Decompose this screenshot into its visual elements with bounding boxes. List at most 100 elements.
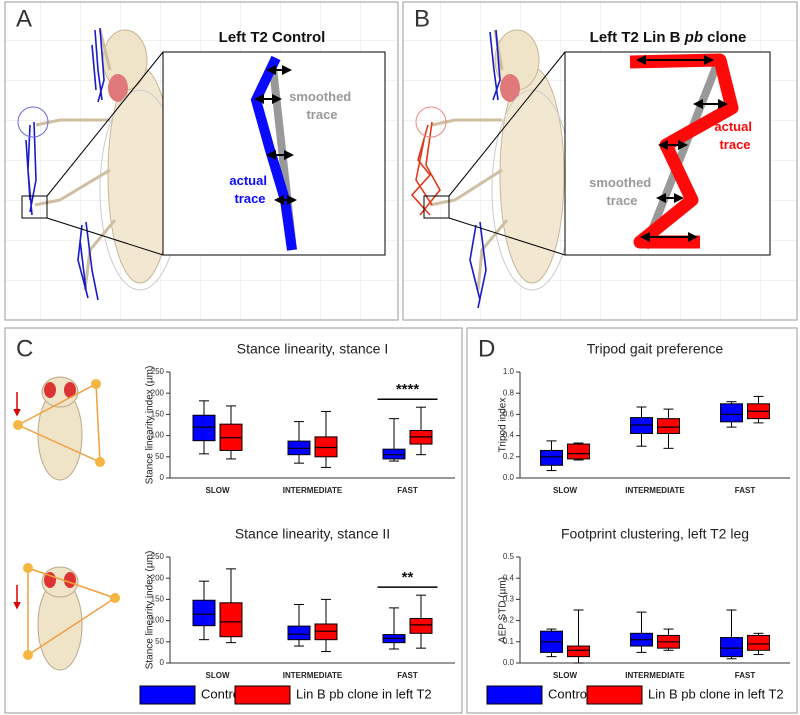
y-tick-label: 0.2 (503, 616, 515, 625)
x-tick-label: SLOW (553, 671, 577, 680)
box (720, 403, 743, 423)
box (567, 645, 590, 658)
label-line: trace (606, 193, 637, 208)
label-line: actual (229, 173, 267, 188)
inset-title: Left T2 Lin B pb clone (590, 29, 747, 46)
y-tick-label: 150 (151, 410, 165, 419)
y-tick-label: 0.5 (503, 552, 515, 561)
y-tick-label: 250 (151, 367, 165, 376)
trace (77, 221, 99, 301)
zoom-line (448, 217, 566, 256)
x-tick-label: SLOW (553, 486, 577, 495)
x-tick-label: INTERMEDIATE (283, 486, 343, 495)
y-tick-label: 0.1 (503, 637, 515, 646)
panel-label: C (16, 335, 33, 362)
box (314, 623, 338, 641)
zoom-box (423, 195, 450, 219)
label-line: actual (714, 119, 752, 134)
box (720, 637, 743, 658)
panel-a: A Left T2 Control smoothed trace actual … (4, 1, 399, 321)
box (747, 634, 770, 651)
x-tick-label: INTERMEDIATE (625, 671, 685, 680)
x-tick-label: SLOW (206, 486, 230, 495)
smoothed-trace (641, 60, 722, 250)
fly-legs (429, 29, 509, 291)
y-tick-label: 0.2 (503, 452, 515, 461)
panel-label: A (16, 5, 32, 32)
x-tick-label: INTERMEDIATE (283, 671, 343, 680)
title-part: Left T2 Lin B (590, 29, 685, 46)
legend-label: Control (201, 686, 243, 701)
x-tick-label: FAST (397, 486, 418, 495)
zoom-box (21, 195, 48, 219)
y-tick-label: 0.0 (503, 473, 515, 482)
x-tick-label: FAST (735, 671, 756, 680)
label-line: smoothed (589, 175, 651, 190)
label-line: smoothed (289, 89, 351, 104)
y-tick-label: 50 (155, 452, 164, 461)
x-tick-label: INTERMEDIATE (625, 486, 685, 495)
title-part: clone (703, 29, 746, 46)
actual-label: actual trace (714, 119, 755, 152)
inset-title: Left T2 Control (219, 29, 326, 46)
y-tick-label: 0.6 (503, 410, 515, 419)
panel-b: B Left T2 Lin B pb clone actual trace sm… (402, 1, 798, 321)
y-axis-label: Tripod index (498, 398, 509, 453)
box (287, 625, 311, 641)
box (192, 414, 216, 442)
y-tick-label: 0 (160, 473, 165, 482)
significance-label: **** (396, 381, 420, 398)
fly-icon (13, 563, 120, 671)
y-tick-label: 200 (151, 573, 165, 582)
y-tick-label: 100 (151, 431, 165, 440)
fly-icon (13, 376, 105, 481)
y-axis-label: Stance linearity index (µm) (145, 366, 156, 485)
significance-label: ** (402, 569, 414, 586)
legend-label: Lin B pb clone in left T2 (648, 686, 784, 701)
legend-swatch (139, 685, 196, 705)
y-tick-label: 0.0 (503, 658, 515, 667)
y-tick-label: 0 (160, 658, 165, 667)
y-tick-label: 150 (151, 595, 165, 604)
box (409, 617, 433, 634)
y-tick-label: 0.4 (503, 431, 515, 440)
y-axis-label: Stance linearity index (µm) (145, 551, 156, 670)
title-part: pb (684, 29, 703, 46)
panel-label: B (414, 5, 430, 32)
box (540, 449, 563, 466)
chart-title: Stance linearity, stance I (237, 341, 388, 357)
box (192, 599, 216, 627)
trace (489, 29, 501, 101)
trace (25, 121, 37, 216)
label-line: trace (719, 137, 750, 152)
chart-title: Tripod gait preference (587, 341, 724, 357)
y-tick-label: 0.8 (503, 388, 515, 397)
chart-title: Stance linearity, stance II (235, 526, 390, 542)
y-tick-label: 1.0 (503, 367, 515, 376)
smoothed-label: smoothed trace (589, 175, 655, 208)
trace (91, 27, 105, 103)
y-tick-label: 100 (151, 616, 165, 625)
fly-eye (108, 74, 128, 102)
fly-legs (34, 29, 117, 291)
x-tick-label: FAST (397, 671, 418, 680)
panel-frame (466, 327, 798, 714)
chart-title: Footprint clustering, left T2 leg (561, 526, 749, 542)
leg-circle (415, 106, 447, 138)
box (657, 418, 680, 434)
x-tick-label: FAST (735, 486, 756, 495)
box (219, 602, 243, 638)
fly-eye (500, 74, 520, 102)
trace (469, 221, 487, 309)
leg-circle (17, 106, 49, 138)
y-tick-label: 0.4 (503, 573, 515, 582)
legend-swatch (234, 685, 291, 705)
y-tick-label: 250 (151, 552, 165, 561)
y-tick-label: 200 (151, 388, 165, 397)
legend-swatch (486, 685, 543, 705)
legend-label: Lin B pb clone in left T2 (296, 686, 432, 701)
y-tick-label: 0.3 (503, 595, 515, 604)
y-tick-label: 50 (155, 637, 164, 646)
trace (410, 121, 441, 216)
box (382, 448, 406, 460)
